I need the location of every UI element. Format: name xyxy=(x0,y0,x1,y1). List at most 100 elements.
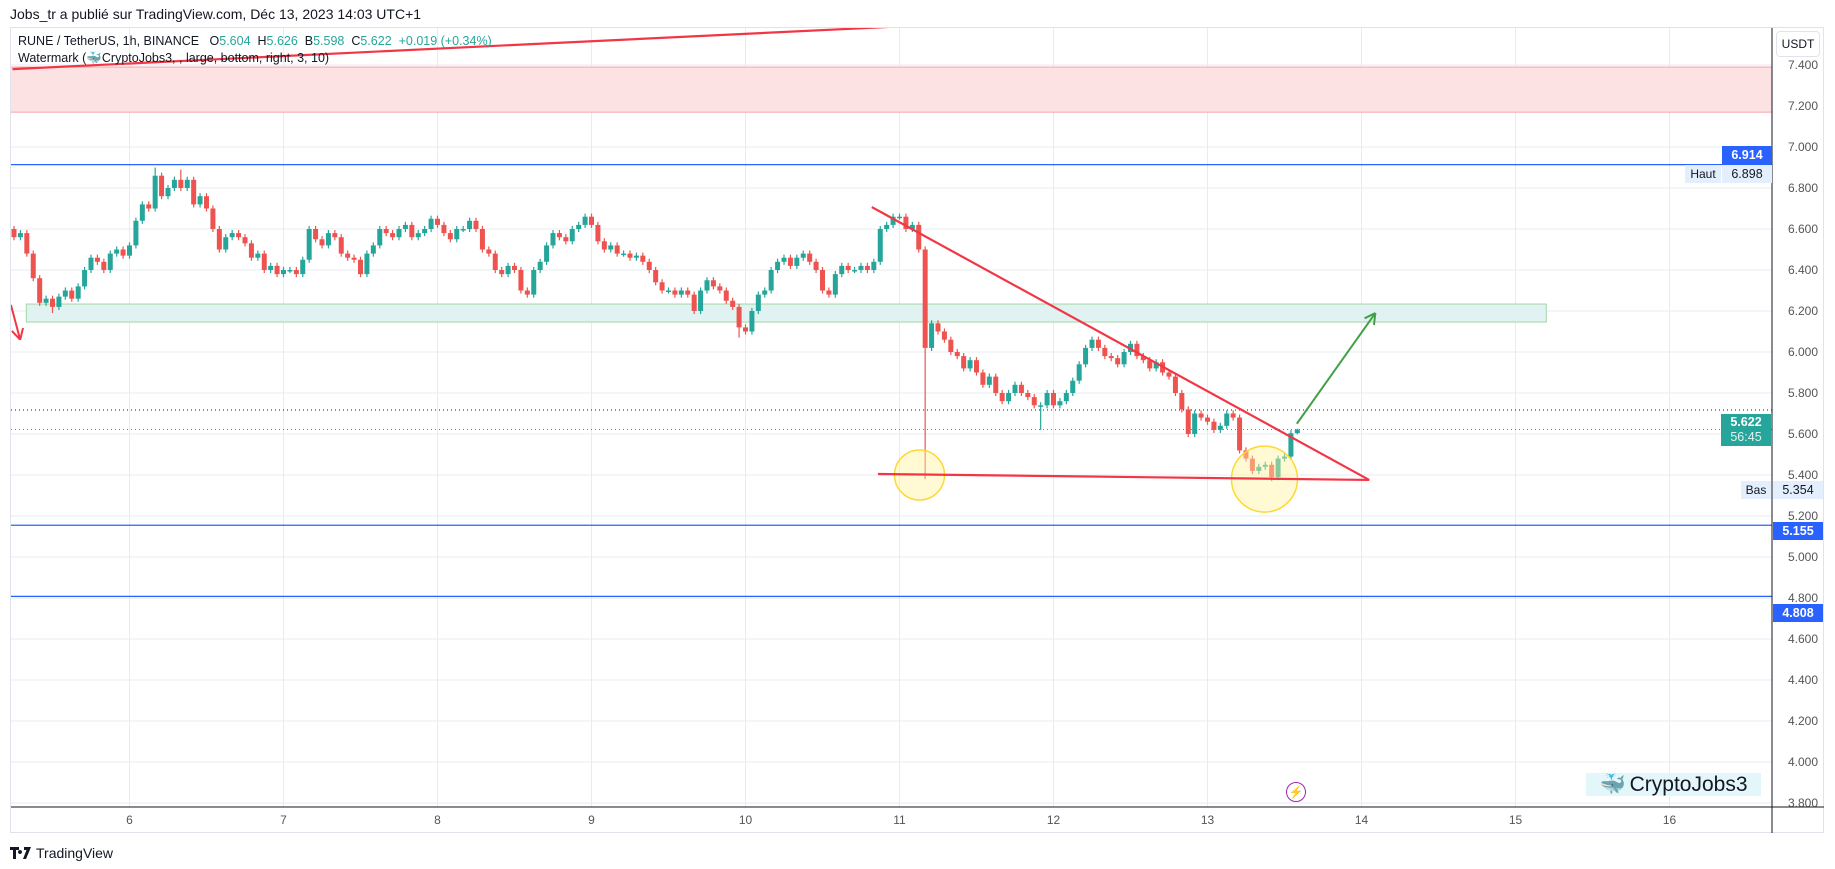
price-tick-label: 6.600 xyxy=(1788,222,1818,236)
candle-body xyxy=(1147,360,1153,369)
candle-body xyxy=(1006,393,1012,402)
candle-body xyxy=(82,270,88,287)
candle-body xyxy=(17,233,23,238)
candle xyxy=(775,258,781,274)
candle xyxy=(691,291,697,315)
open-label: O xyxy=(209,34,220,48)
candle xyxy=(1025,389,1031,401)
candle xyxy=(1063,389,1069,405)
candle-body xyxy=(24,233,30,254)
candle-body xyxy=(794,257,800,266)
candle xyxy=(236,230,242,241)
symbol-info[interactable]: RUNE / TetherUS, 1h, BINANCE xyxy=(18,34,200,48)
candle xyxy=(293,266,299,278)
close-label: C xyxy=(351,34,361,48)
candle xyxy=(730,297,736,310)
candle-body xyxy=(595,224,601,242)
candle-body xyxy=(839,265,845,275)
candle xyxy=(428,215,434,233)
price-tick-label: 6.200 xyxy=(1788,304,1818,318)
candle-body xyxy=(165,188,171,197)
trendline xyxy=(877,472,1370,482)
candle-body xyxy=(787,257,793,266)
candle-body xyxy=(755,294,761,311)
high-label: H xyxy=(257,34,267,48)
candle xyxy=(1121,348,1127,368)
candle-body xyxy=(1282,456,1287,459)
candle xyxy=(589,213,594,228)
candle-body xyxy=(467,220,473,229)
candle xyxy=(274,262,280,278)
candle-body xyxy=(672,290,678,295)
candle-body xyxy=(50,298,55,307)
candle xyxy=(216,225,222,253)
candle xyxy=(1211,418,1217,433)
candle-body xyxy=(858,265,864,270)
price-tick-label: 6.800 xyxy=(1788,181,1818,195)
candle-body xyxy=(120,249,126,256)
candle-body xyxy=(666,290,671,292)
candle xyxy=(242,234,248,247)
candle xyxy=(807,250,813,265)
down-arrow-icon-head xyxy=(11,330,21,341)
candle xyxy=(1153,359,1159,372)
projection-arrow-icon xyxy=(1296,312,1377,425)
lightning-icon[interactable]: ⚡ xyxy=(1286,782,1306,802)
candle xyxy=(704,277,710,294)
candle-body xyxy=(204,196,209,209)
candle-body xyxy=(890,216,896,225)
candle xyxy=(473,217,479,233)
candle-body xyxy=(101,261,107,270)
candle-body xyxy=(710,280,716,287)
candle xyxy=(954,348,960,360)
candle-body xyxy=(255,253,261,258)
candle xyxy=(749,307,755,335)
candle-body xyxy=(935,323,941,332)
candle xyxy=(576,221,582,233)
time-tick-label: 11 xyxy=(893,813,906,827)
candle xyxy=(916,221,922,253)
candle xyxy=(929,320,935,351)
candle-body xyxy=(1134,343,1140,357)
candle-body xyxy=(486,249,492,254)
candle xyxy=(1140,353,1146,364)
candle xyxy=(94,254,100,265)
candle-body xyxy=(556,233,562,238)
candle xyxy=(1294,428,1300,435)
candle-body xyxy=(191,179,197,205)
candle-body xyxy=(1012,384,1018,393)
candle xyxy=(1198,410,1204,421)
chart-panel[interactable] xyxy=(10,27,1824,833)
candle-body xyxy=(749,311,755,332)
candle xyxy=(1256,463,1262,474)
candle xyxy=(499,266,505,278)
candle xyxy=(595,221,601,245)
footer-brand[interactable]: TradingView xyxy=(36,845,114,861)
candle-body xyxy=(75,286,81,299)
candle xyxy=(422,225,428,237)
price-tick-label: 4.200 xyxy=(1788,714,1818,728)
candle xyxy=(479,225,485,253)
candle-body xyxy=(236,233,242,238)
footer: TradingView xyxy=(10,845,113,861)
watermark-indicator-legend[interactable]: Watermark (🐳CryptoJobs3, , large, bottom… xyxy=(18,51,329,66)
candle xyxy=(358,256,363,278)
currency-button[interactable]: USDT xyxy=(1776,31,1820,57)
time-tick-label: 9 xyxy=(588,813,595,827)
candle xyxy=(1083,344,1089,368)
candle xyxy=(980,369,986,388)
projection-arrow-icon-head xyxy=(1364,312,1376,320)
low-marker-value: 5.354 xyxy=(1773,481,1823,499)
candle xyxy=(736,303,742,338)
candle xyxy=(1243,447,1249,462)
candle xyxy=(678,287,684,298)
candle xyxy=(762,287,768,298)
candle xyxy=(467,217,473,233)
low-marker-label: Bas xyxy=(1741,481,1771,499)
price-tick-label: 4.400 xyxy=(1788,673,1818,687)
candle xyxy=(723,287,729,304)
price-tick-label: 5.600 xyxy=(1788,427,1818,441)
price-tick-label: 7.400 xyxy=(1788,58,1818,72)
candle-body xyxy=(800,253,806,258)
